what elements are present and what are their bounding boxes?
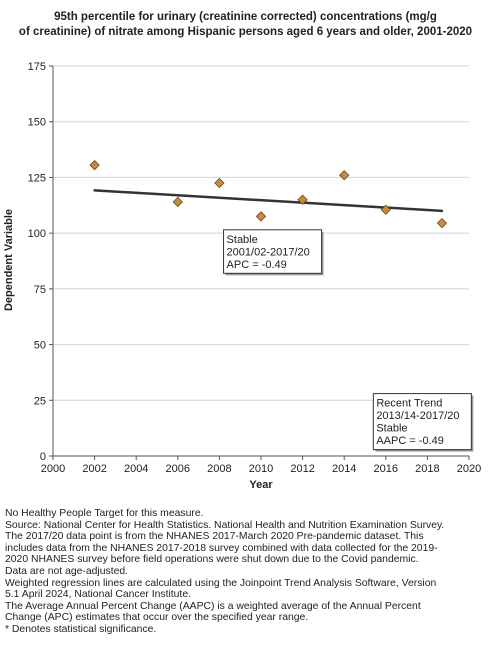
trend-line (93, 189, 444, 213)
y-tick-label: 175 (28, 61, 46, 73)
annotation-text: AAPC = -0.49 (376, 435, 444, 447)
footnote-line: 5.1 April 2024, National Cancer Institut… (5, 589, 191, 601)
annotation-frame (223, 229, 323, 274)
annotation-text: 2013/14-2017/20 (376, 410, 459, 422)
chart-title-line-2: of creatinine) of nitrate among Hispanic… (18, 26, 473, 38)
annotation-frame (372, 393, 472, 451)
footnote-line: Data are not age-adjusted. (5, 565, 129, 577)
y-tick-label: 0 (40, 451, 46, 463)
footnote-line: Weighted regression lines are calculated… (5, 577, 437, 589)
y-tick-label: 125 (28, 172, 46, 184)
y-tick-label: 100 (28, 228, 46, 240)
footnotes: No Healthy People Target for this measur… (5, 508, 487, 636)
data-point (255, 211, 267, 222)
x-axis-label: Year (249, 479, 273, 491)
x-tick-label: 2000 (41, 463, 65, 475)
x-tick-label: 2020 (457, 463, 481, 475)
y-tick-label: 25 (34, 395, 46, 407)
footnote-line: Source: National Center for Health Stati… (5, 519, 445, 531)
data-point (214, 177, 225, 189)
data-point (339, 170, 350, 181)
annotation-text: Stable (227, 234, 258, 246)
data-point (172, 196, 183, 208)
x-tick-label: 2002 (82, 463, 106, 475)
y-tick-label: 50 (34, 340, 46, 352)
x-tick-label: 2004 (124, 463, 148, 475)
annotation-text: Recent Trend (376, 398, 442, 410)
x-tick-label: 2018 (415, 463, 439, 475)
annotation-text: APC = -0.49 (227, 259, 287, 271)
footnote-line: includes data from the NHANES 2017-2018 … (5, 542, 438, 554)
y-axis-label: Dependent Variable (3, 209, 15, 311)
data-point (297, 194, 308, 205)
x-tick-label: 2008 (207, 463, 231, 475)
annotation-text: 2001/02-2017/20 (227, 246, 310, 258)
footnote-line: The Average Annual Percent Change (AAPC)… (5, 600, 421, 612)
x-tick-label: 2010 (249, 463, 273, 475)
chart-title: 95th percentile for urinary (creatinine … (0, 10, 491, 40)
footnote-line: * Denotes statistical significance. (5, 623, 157, 635)
annotation-text: Stable (376, 423, 407, 435)
footnote-line: The 2017/20 data point is from the NHANE… (5, 531, 424, 543)
x-tick-label: 2016 (374, 463, 398, 475)
x-tick-label: 2012 (290, 463, 314, 475)
x-tick-label: 2014 (332, 463, 356, 475)
data-point (380, 204, 391, 215)
data-point (436, 217, 448, 229)
y-tick-label: 150 (28, 117, 46, 129)
chart-title-line-1: 95th percentile for urinary (creatinine … (54, 11, 437, 23)
footnote-line: 2020 NHANES survey before field operatio… (5, 554, 419, 566)
data-point (89, 160, 100, 171)
footnote-line: No Healthy People Target for this measur… (5, 508, 204, 519)
y-tick-label: 75 (34, 284, 46, 296)
footnote-line: Change (APC) estimates that occur over t… (5, 612, 309, 624)
x-tick-label: 2006 (166, 463, 190, 475)
chart-plot: 0 25 50 75 100 125 150 175 2000 2002 2004 2006 2008 2… (3, 61, 481, 491)
